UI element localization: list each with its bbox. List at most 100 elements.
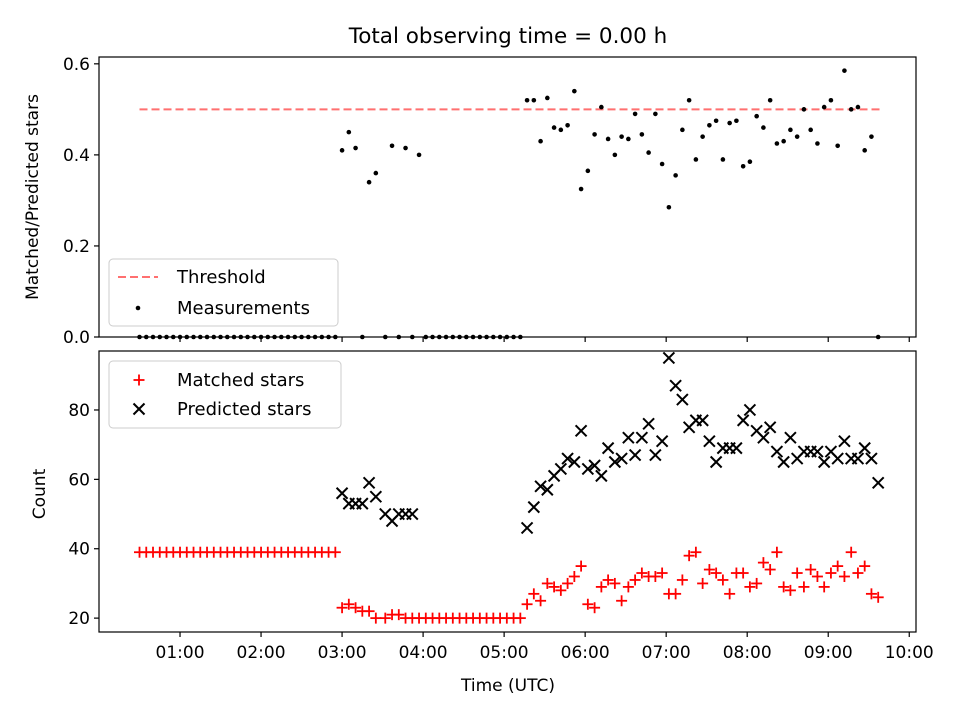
predicted-star-point bbox=[595, 469, 608, 483]
measurement-point bbox=[373, 170, 379, 176]
measurement-point bbox=[646, 150, 651, 155]
measurement-point bbox=[578, 186, 584, 192]
matched-star-point bbox=[838, 570, 850, 582]
x-tick-label: 06:00 bbox=[561, 643, 610, 663]
predicted-star-point bbox=[335, 487, 349, 500]
legend-measurements-label: Measurements bbox=[177, 298, 310, 319]
predicted-star-point bbox=[696, 414, 709, 427]
measurement-point bbox=[551, 125, 557, 130]
predicted-star-point bbox=[520, 521, 534, 535]
matched-star-point bbox=[329, 546, 341, 558]
measurement-point bbox=[848, 107, 854, 112]
measurement-point bbox=[774, 141, 780, 146]
measurement-point bbox=[558, 127, 564, 133]
matched-star-point bbox=[370, 612, 382, 624]
x-axis-label: Time (UTC) bbox=[460, 676, 555, 696]
matched-star-point bbox=[636, 567, 648, 579]
top-axes-frame bbox=[98, 56, 917, 338]
matched-star-point bbox=[798, 581, 810, 593]
bottom-y-axis-label: Count bbox=[30, 468, 50, 519]
matched-star-point bbox=[683, 550, 695, 562]
x-tick-label: 03:00 bbox=[318, 643, 367, 663]
measurement-point bbox=[632, 111, 638, 117]
x-tick-label: 08:00 bbox=[723, 643, 772, 663]
x-tick-label: 10:00 bbox=[885, 643, 934, 663]
matched-star-point bbox=[595, 581, 607, 593]
predicted-star-point bbox=[770, 445, 784, 458]
measurement-point bbox=[794, 134, 800, 139]
matched-star-point bbox=[832, 560, 844, 572]
bottom-axes-frame bbox=[98, 350, 917, 633]
measurement-point bbox=[339, 148, 345, 153]
bottom-y-tick-label: 20 bbox=[68, 609, 90, 629]
matched-star-point bbox=[710, 567, 722, 579]
bottom-legend: Matched stars Predicted stars bbox=[108, 360, 342, 429]
matched-star-point bbox=[751, 577, 763, 589]
matched-star-point bbox=[649, 570, 661, 582]
measurement-point bbox=[835, 143, 840, 149]
measurement-point bbox=[754, 113, 759, 119]
measurement-point bbox=[416, 152, 422, 158]
top-legend-box bbox=[108, 258, 339, 327]
measurement-point bbox=[815, 141, 820, 146]
predicted-star-point bbox=[676, 393, 689, 406]
measurement-point bbox=[572, 88, 577, 94]
predicted-star-point bbox=[581, 462, 595, 476]
predicted-star-point bbox=[709, 455, 723, 469]
predicted-star-point bbox=[730, 441, 743, 455]
matched-star-point bbox=[690, 546, 702, 558]
legend-predicted-label: Predicted stars bbox=[177, 399, 311, 420]
measurement-point bbox=[565, 122, 570, 128]
measurement-point bbox=[862, 148, 867, 153]
predicted-star-point bbox=[362, 476, 376, 490]
bottom-legend-box bbox=[108, 360, 342, 429]
matched-star-point bbox=[845, 546, 857, 558]
matched-star-point bbox=[393, 609, 405, 621]
matched-star-point bbox=[528, 588, 540, 600]
matched-star-point bbox=[379, 612, 391, 624]
x-tick-label: 05:00 bbox=[480, 643, 529, 663]
predicted-star-point bbox=[784, 431, 797, 444]
measurement-point bbox=[680, 127, 685, 133]
x-tick-label: 07:00 bbox=[642, 643, 691, 663]
predicted-star-point bbox=[858, 441, 871, 455]
top-y-ticks: 0.0 0.2 0.4 0.6 bbox=[63, 55, 99, 348]
legend-threshold-label: Threshold bbox=[176, 267, 266, 288]
measurement-point bbox=[821, 104, 827, 110]
matched-star-point bbox=[602, 574, 614, 586]
matched-star-point bbox=[363, 605, 375, 617]
matched-star-point bbox=[791, 567, 803, 579]
matched-star-point bbox=[744, 581, 756, 593]
measurement-point bbox=[788, 127, 793, 133]
predicted-star-point bbox=[534, 480, 547, 493]
top-y-tick-label: 0.4 bbox=[63, 146, 90, 166]
measurement-point bbox=[612, 152, 618, 158]
matched-star-point bbox=[764, 564, 776, 576]
top-panel: Total observing time = 0.00 h 0.00.20.40… bbox=[23, 24, 917, 348]
predicted-star-point bbox=[642, 417, 655, 431]
matched-star-point bbox=[336, 602, 348, 614]
top-y-tick-label: 0.2 bbox=[63, 237, 90, 257]
bottom-points bbox=[134, 351, 885, 624]
predicted-star-point bbox=[763, 421, 777, 434]
measurement-point bbox=[619, 134, 624, 139]
measurement-point bbox=[707, 122, 712, 128]
predicted-star-point bbox=[865, 452, 878, 465]
predicted-star-point bbox=[635, 431, 649, 444]
legend-measurements-swatch bbox=[135, 305, 141, 311]
predicted-star-point bbox=[622, 431, 635, 444]
matched-star-point bbox=[609, 577, 621, 589]
predicted-star-point bbox=[669, 379, 682, 392]
predicted-star-point bbox=[871, 476, 885, 490]
predicted-star-point bbox=[662, 351, 676, 365]
matched-star-point bbox=[629, 574, 641, 586]
measurement-point bbox=[734, 118, 739, 124]
matched-star-point bbox=[872, 591, 884, 603]
matched-star-point bbox=[724, 588, 736, 600]
matched-star-point bbox=[676, 574, 688, 586]
top-x-ticks bbox=[179, 337, 910, 342]
predicted-star-point bbox=[811, 445, 824, 458]
bottom-x-ticks: 01:00 02:00 03:00 04:00 05:00 06:00 07:00 08:00… bbox=[156, 632, 934, 663]
top-legend: Threshold Measurements bbox=[108, 258, 339, 327]
matched-star-point bbox=[562, 577, 574, 589]
